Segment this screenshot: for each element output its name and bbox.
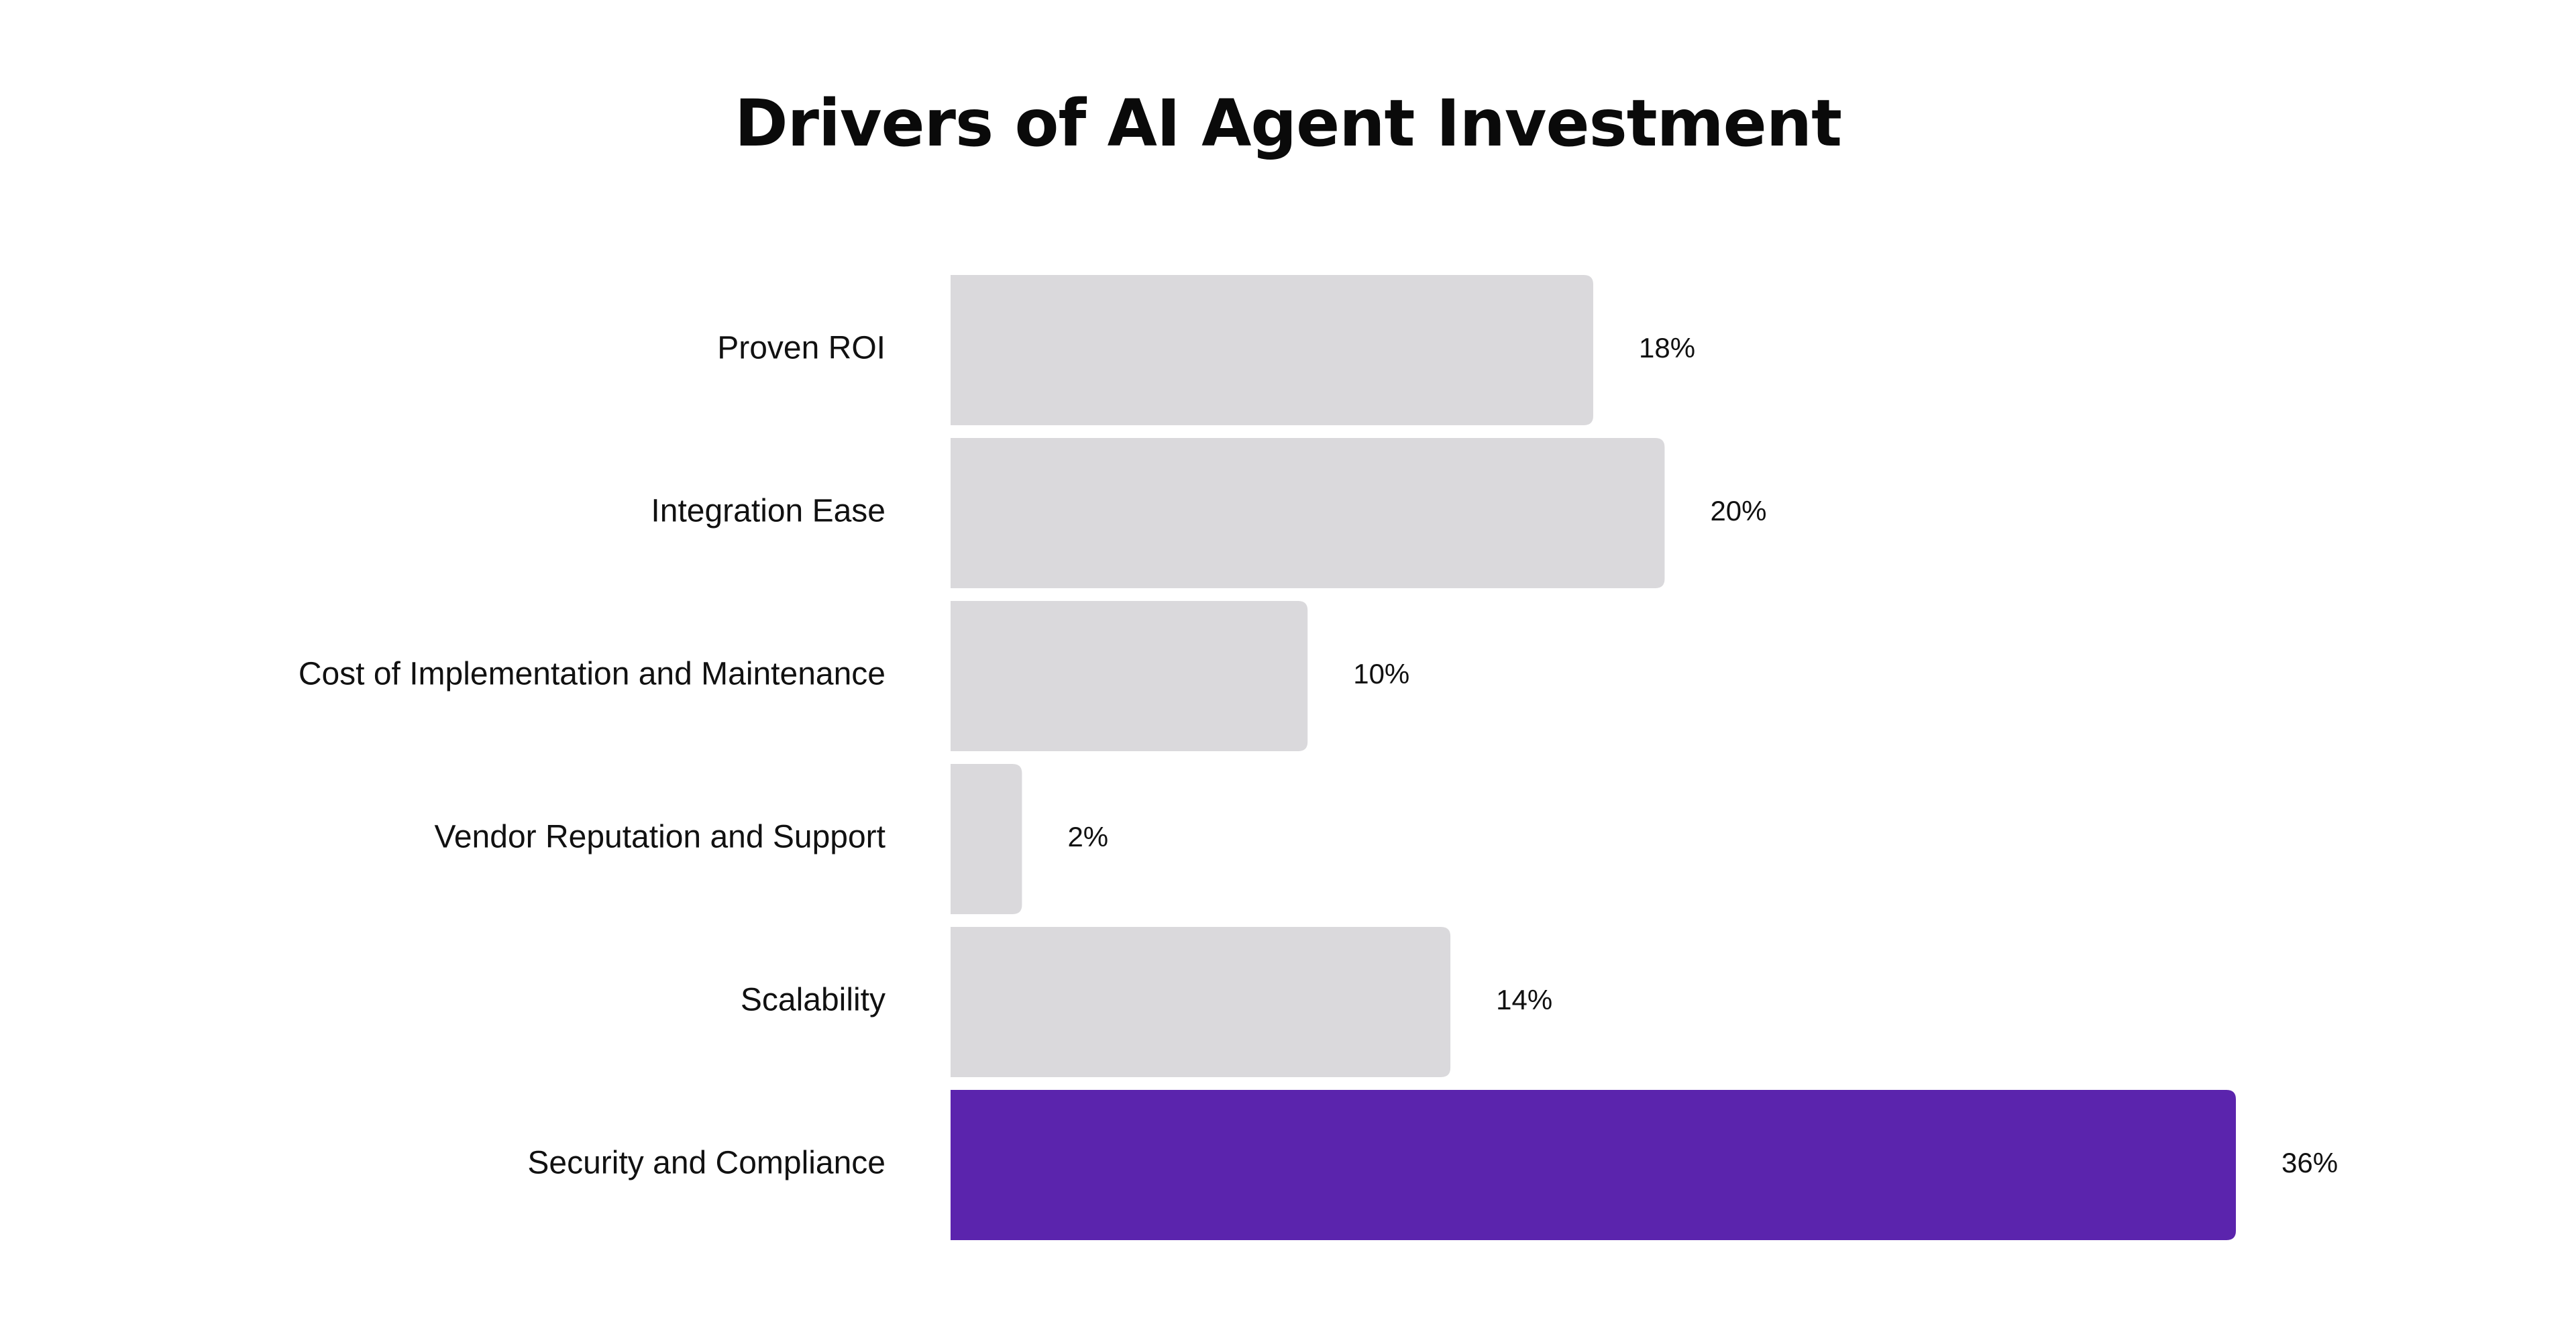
bar-integration-ease xyxy=(951,438,1665,588)
bar-security-and-compliance xyxy=(951,1090,2236,1240)
value-label-security-and-compliance: 36% xyxy=(2282,1147,2338,1178)
category-label-vendor-reputation-and-support: Vendor Reputation and Support xyxy=(434,820,885,855)
value-label-cost-of-implementation-and-maintenance: 10% xyxy=(1353,658,1409,689)
value-label-vendor-reputation-and-support: 2% xyxy=(1067,821,1108,852)
value-label-integration-ease: 20% xyxy=(1710,495,1766,527)
bar-vendor-reputation-and-support xyxy=(951,764,1022,914)
value-label-scalability: 14% xyxy=(1496,984,1552,1015)
chart-title: Drivers of AI Agent Investment xyxy=(734,86,1842,161)
value-label-proven-roi: 18% xyxy=(1639,332,1695,364)
category-label-scalability: Scalability xyxy=(741,983,885,1018)
bar-proven-roi xyxy=(951,275,1593,425)
category-label-cost-of-implementation-and-maintenance: Cost of Implementation and Maintenance xyxy=(299,657,885,692)
category-label-integration-ease: Integration Ease xyxy=(651,494,885,529)
bar-scalability xyxy=(951,927,1451,1077)
category-label-proven-roi: Proven ROI xyxy=(717,331,885,366)
category-label-security-and-compliance: Security and Compliance xyxy=(527,1146,885,1181)
bar-cost-of-implementation-and-maintenance xyxy=(951,601,1308,751)
